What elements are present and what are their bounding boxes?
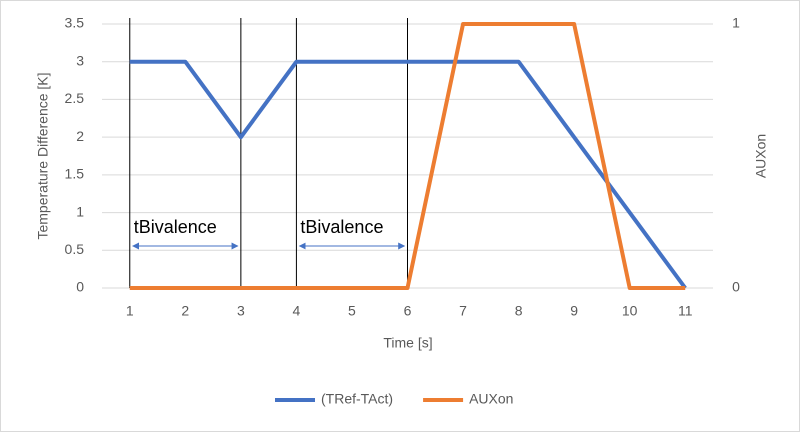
x-tick-label: 3 bbox=[237, 303, 245, 319]
x-tick-label: 7 bbox=[459, 303, 467, 319]
y-tick-label: 2.5 bbox=[65, 90, 85, 106]
x-tick-label: 5 bbox=[348, 303, 356, 319]
x-tick-label: 8 bbox=[515, 303, 523, 319]
y2-tick-label: 0 bbox=[732, 279, 740, 295]
y-tick-label: 0.5 bbox=[65, 241, 85, 257]
y-tick-label: 3.5 bbox=[65, 15, 85, 31]
x-tick-label: 9 bbox=[570, 303, 578, 319]
x-tick-label: 6 bbox=[404, 303, 412, 319]
x-tick-label: 10 bbox=[622, 303, 638, 319]
y-tick-label: 0 bbox=[76, 279, 84, 295]
y2-axis-label: AUXon bbox=[753, 134, 769, 178]
x-tick-label: 1 bbox=[126, 303, 134, 319]
x-tick-label: 11 bbox=[678, 303, 693, 319]
y-tick-label: 3 bbox=[76, 52, 84, 68]
annotation-text: tBivalence bbox=[134, 217, 217, 237]
y-tick-label: 1.5 bbox=[65, 166, 85, 182]
y2-tick-label: 1 bbox=[732, 15, 740, 31]
x-tick-label: 2 bbox=[181, 303, 189, 319]
legend-label: (TRef-TAct) bbox=[321, 391, 393, 407]
x-axis-label: Time [s] bbox=[383, 335, 432, 351]
y-axis-label: Temperature Difference [K] bbox=[35, 72, 51, 239]
series-line bbox=[129, 59, 687, 290]
series-line bbox=[129, 22, 686, 290]
legend-label: AUXon bbox=[469, 391, 513, 407]
x-tick-label: 4 bbox=[293, 303, 301, 319]
y-tick-label: 1 bbox=[76, 203, 84, 219]
annotation-text: tBivalence bbox=[300, 217, 383, 237]
y-tick-label: 2 bbox=[76, 128, 84, 144]
